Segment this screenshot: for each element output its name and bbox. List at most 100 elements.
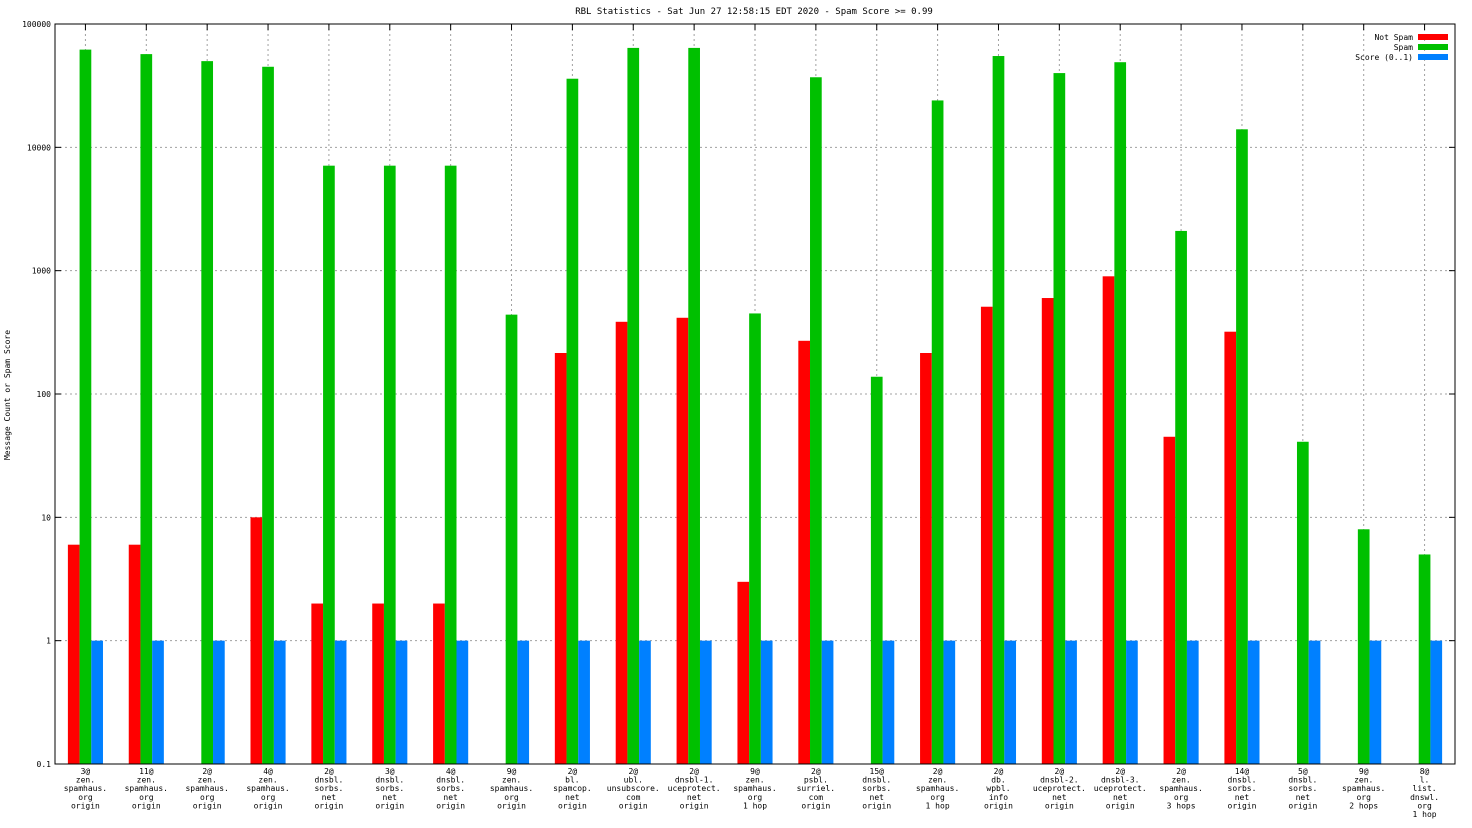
x-tick-label: 2@ zen. spamhaus. org 3 hops xyxy=(1159,767,1202,810)
y-axis-ticks: 0.1 1 10 100 1000 10000 100000 xyxy=(22,20,1455,769)
bar-score-0-1 xyxy=(639,640,651,764)
bar-spam xyxy=(688,47,700,764)
bar-score-0-1 xyxy=(1430,640,1443,764)
bar-not-spam xyxy=(676,317,689,764)
x-tick-label: 2@ zen. spamhaus. org 1 hop xyxy=(916,767,959,810)
bar-not-spam xyxy=(250,517,263,764)
bar-spam xyxy=(1114,62,1127,764)
legend-swatch xyxy=(1418,44,1448,50)
y-tick-label: 10 xyxy=(41,513,51,522)
bar-score-0-1 xyxy=(1186,640,1199,764)
bar-spam xyxy=(383,165,396,765)
bar-not-spam xyxy=(1224,331,1237,764)
bar-spam xyxy=(1053,73,1066,764)
bar-not-spam xyxy=(615,321,628,764)
y-tick-label: 1000 xyxy=(32,267,51,276)
x-tick-label: 3@ zen. spamhaus. org origin xyxy=(64,767,107,810)
bar-spam xyxy=(566,78,579,764)
bar-not-spam xyxy=(372,603,384,764)
bar-spam xyxy=(79,49,92,764)
x-tick-label: 4@ dnsbl. sorbs. net origin xyxy=(436,767,465,810)
plot-frame xyxy=(54,23,1456,765)
bar-score-0-1 xyxy=(1065,640,1077,764)
bar-not-spam xyxy=(1163,436,1176,764)
legend-label: Not Spam xyxy=(1374,33,1413,42)
bar-score-0-1 xyxy=(334,640,347,764)
x-tick-label: 2@ dnsbl-1. uceprotect. net origin xyxy=(668,767,721,810)
bar-score-0-1 xyxy=(1308,640,1321,764)
x-tick-label: 14@ dnsbl. sorbs. net origin xyxy=(1228,767,1257,810)
bar-not-spam xyxy=(920,352,932,764)
legend-swatch xyxy=(1418,54,1448,60)
bar-not-spam xyxy=(311,603,324,764)
x-tick-label: 2@ db. wpbl. info origin xyxy=(984,767,1013,810)
x-tick-label: 15@ dnsbl. sorbs. net origin xyxy=(862,767,891,810)
chart-title: RBL Statistics - Sat Jun 27 12:58:15 EDT… xyxy=(575,7,933,17)
y-tick-label: 100000 xyxy=(22,20,51,29)
legend-label: Score (0..1) xyxy=(1355,53,1413,62)
bar-spam xyxy=(1296,441,1309,764)
bar-series xyxy=(67,47,1443,765)
bar-score-0-1 xyxy=(213,640,225,764)
bar-spam xyxy=(505,314,518,764)
legend-swatch xyxy=(1418,34,1448,40)
bar-not-spam xyxy=(1102,276,1115,764)
x-tick-label: 8@ l. list. dnswl. org 1 hop xyxy=(1410,767,1439,819)
bar-spam xyxy=(323,165,335,765)
bar-spam xyxy=(262,66,274,765)
bar-score-0-1 xyxy=(273,640,286,764)
bar-spam xyxy=(1357,529,1370,764)
x-tick-label: 3@ dnsbl. sorbs. net origin xyxy=(375,767,404,810)
bar-not-spam xyxy=(798,340,811,764)
x-tick-label: 2@ dnsbl-2. uceprotect. net origin xyxy=(1033,767,1086,810)
y-axis-label: Message Count or Spam Score xyxy=(3,330,12,460)
bar-score-0-1 xyxy=(821,640,834,764)
bar-spam xyxy=(627,47,640,764)
y-tick-label: 1 xyxy=(46,637,51,646)
bar-spam xyxy=(1175,230,1187,765)
bar-score-0-1 xyxy=(456,640,469,764)
x-tick-label: 2@ dnsbl. sorbs. net origin xyxy=(314,767,343,810)
bar-score-0-1 xyxy=(943,640,956,764)
bar-score-0-1 xyxy=(699,640,712,764)
x-tick-label: 2@ ubl. unsubscore. com origin xyxy=(607,767,660,810)
bar-score-0-1 xyxy=(1369,640,1382,764)
bar-spam xyxy=(931,100,944,764)
bar-score-0-1 xyxy=(578,640,590,764)
bar-score-0-1 xyxy=(760,640,773,764)
bar-spam xyxy=(140,54,153,765)
bar-spam xyxy=(870,376,883,764)
bar-spam xyxy=(1236,129,1248,764)
x-tick-label: 9@ zen. spamhaus. org origin xyxy=(490,767,533,810)
bar-not-spam xyxy=(737,581,750,764)
y-tick-label: 10000 xyxy=(27,143,51,152)
x-tick-label: 5@ dnsbl. sorbs. net origin xyxy=(1288,767,1317,810)
bar-score-0-1 xyxy=(395,640,408,764)
y-tick-label: 0.1 xyxy=(37,760,52,769)
bar-spam xyxy=(810,77,822,764)
bar-score-0-1 xyxy=(152,640,164,764)
bar-not-spam xyxy=(1041,298,1054,764)
x-tick-label: 4@ zen. spamhaus. org origin xyxy=(246,767,289,810)
bar-score-0-1 xyxy=(1004,640,1017,764)
bar-score-0-1 xyxy=(1126,640,1138,764)
bar-not-spam xyxy=(554,352,567,764)
bar-score-0-1 xyxy=(882,640,895,764)
x-tick-label: 2@ psbl. surriel. com origin xyxy=(797,767,836,810)
bar-not-spam xyxy=(128,544,141,764)
x-tick-label: 9@ zen. spamhaus. org 2 hops xyxy=(1342,767,1385,810)
bar-score-0-1 xyxy=(1247,640,1260,764)
legend-label: Spam xyxy=(1394,43,1413,52)
bar-not-spam xyxy=(433,603,445,764)
x-tick-label: 2@ zen. spamhaus. org origin xyxy=(185,767,228,810)
x-tick-label: 2@ dnsbl-3. uceprotect. net origin xyxy=(1094,767,1147,810)
bar-spam xyxy=(444,165,457,765)
bar-not-spam xyxy=(980,306,993,764)
x-tick-label: 11@ zen. spamhaus. org origin xyxy=(125,767,168,810)
bar-score-0-1 xyxy=(517,640,530,764)
bar-spam xyxy=(201,61,214,765)
bar-spam xyxy=(749,313,761,764)
bar-not-spam xyxy=(67,544,80,764)
